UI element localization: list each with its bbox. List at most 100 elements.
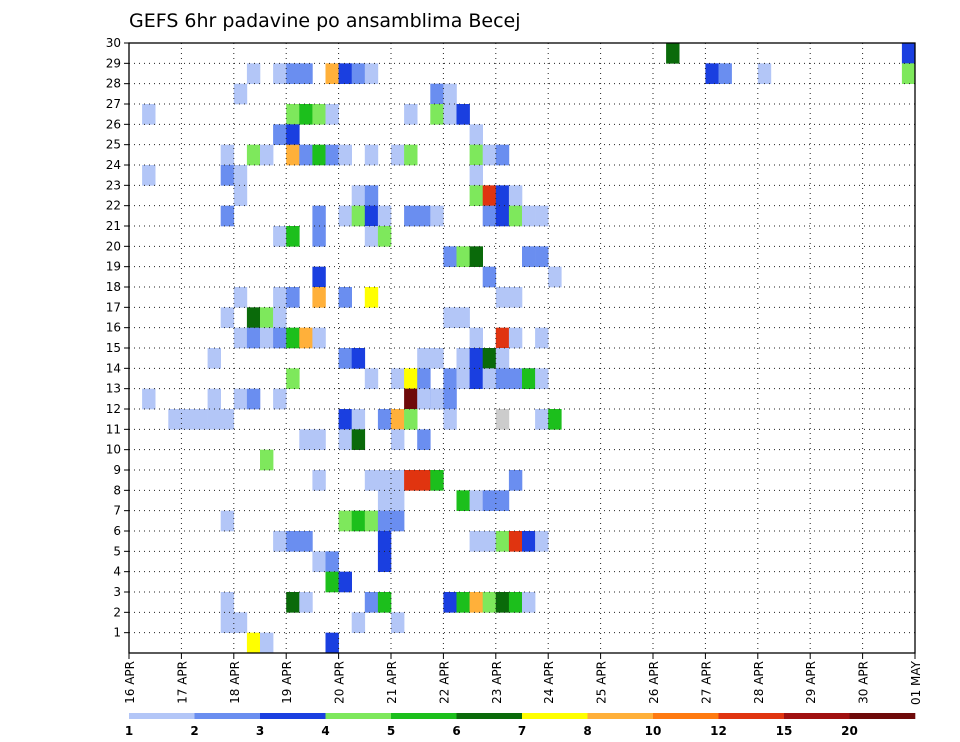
data-cell xyxy=(312,205,326,227)
data-cell xyxy=(246,63,261,84)
y-tick-label: 9 xyxy=(113,463,121,477)
legend-swatch xyxy=(456,713,523,719)
data-cell xyxy=(443,307,457,328)
data-cell xyxy=(535,246,549,267)
data-cell xyxy=(482,592,497,613)
data-cell xyxy=(338,63,352,84)
data-cell xyxy=(338,205,352,227)
data-cell xyxy=(233,327,248,349)
y-tick-label: 23 xyxy=(106,178,121,192)
data-cell xyxy=(273,287,287,308)
data-cell xyxy=(377,592,392,613)
data-cell xyxy=(456,246,470,267)
data-cell xyxy=(482,490,497,511)
legend-swatch xyxy=(784,713,850,719)
data-cell xyxy=(508,368,523,389)
data-cell xyxy=(404,368,418,389)
data-cell xyxy=(469,185,483,206)
y-tick-label: 29 xyxy=(106,56,121,70)
legend-label: 10 xyxy=(645,724,662,738)
data-cell xyxy=(220,510,235,532)
data-cell xyxy=(391,470,405,491)
data-cell xyxy=(522,592,536,613)
data-cell xyxy=(364,226,379,247)
data-cell xyxy=(417,348,431,369)
data-cell xyxy=(548,266,562,288)
x-tick-label: 19 APR xyxy=(280,661,294,704)
legend-label: 3 xyxy=(256,724,264,738)
data-cell xyxy=(325,632,339,654)
legend-label: 5 xyxy=(387,724,395,738)
data-cell xyxy=(286,144,300,166)
legend-label: 15 xyxy=(776,724,793,738)
data-cell xyxy=(443,104,457,125)
data-cell xyxy=(757,63,772,84)
data-cell xyxy=(325,104,339,125)
x-tick-label: 01 MAY xyxy=(909,660,923,705)
data-cell xyxy=(404,470,418,491)
data-cell xyxy=(246,327,261,349)
y-tick-label: 16 xyxy=(106,321,121,335)
data-cell xyxy=(220,307,235,328)
data-cell xyxy=(364,470,379,491)
data-cell xyxy=(430,388,444,410)
data-cell xyxy=(220,165,235,186)
data-cell xyxy=(456,104,470,125)
chart-title: GEFS 6hr padavine po ansamblima Becej xyxy=(129,10,521,32)
y-tick-label: 13 xyxy=(106,382,121,396)
data-cell xyxy=(325,551,339,572)
data-cell xyxy=(443,368,457,389)
x-axis: 16 APR 17 APR 18 APR 19 APR 20 APR 21 APR 22 A… xyxy=(123,653,923,705)
data-cell xyxy=(456,490,470,511)
data-cell xyxy=(286,226,300,247)
data-cell xyxy=(705,63,719,84)
data-cell xyxy=(338,287,352,308)
legend-label: 8 xyxy=(583,724,591,738)
x-tick-label: 29 APR xyxy=(804,661,818,704)
y-tick-label: 27 xyxy=(106,97,121,111)
data-cell xyxy=(233,287,248,308)
x-tick-label: 22 APR xyxy=(437,661,451,704)
legend-label: 2 xyxy=(190,724,198,738)
data-cell xyxy=(142,104,156,125)
data-cell xyxy=(312,429,326,450)
data-cell xyxy=(299,104,313,125)
data-cell xyxy=(430,205,444,227)
data-cell xyxy=(325,144,339,166)
legend-swatch xyxy=(325,713,392,719)
data-cell xyxy=(233,165,248,186)
data-cell xyxy=(469,165,483,186)
data-cell xyxy=(364,185,379,206)
data-cell xyxy=(207,409,221,430)
y-tick-label: 30 xyxy=(106,36,121,50)
data-cell xyxy=(443,388,457,410)
x-tick-label: 24 APR xyxy=(542,661,556,704)
data-cell xyxy=(299,327,313,349)
data-cell xyxy=(430,83,444,105)
data-cell xyxy=(194,409,208,430)
data-cell xyxy=(495,327,510,349)
data-cell xyxy=(273,327,287,349)
data-cell xyxy=(364,592,379,613)
data-cell xyxy=(456,368,470,389)
data-cell xyxy=(312,327,326,349)
data-cell xyxy=(312,551,326,572)
data-cell xyxy=(430,348,444,369)
data-cell xyxy=(351,409,366,430)
data-cell xyxy=(508,592,523,613)
data-cell xyxy=(273,226,287,247)
data-cell xyxy=(456,592,470,613)
data-cell xyxy=(246,307,261,328)
data-cell xyxy=(260,144,274,166)
x-tick-label: 28 APR xyxy=(752,661,766,704)
data-cell xyxy=(495,185,510,206)
y-axis: 1234567891011121314151617181920212223242… xyxy=(106,36,129,640)
legend-label: 20 xyxy=(841,724,858,738)
data-cell xyxy=(338,510,352,532)
y-tick-label: 17 xyxy=(106,300,121,314)
y-tick-label: 6 xyxy=(113,524,121,538)
data-cell xyxy=(522,368,536,389)
data-cell xyxy=(338,429,352,450)
data-cell xyxy=(404,205,418,227)
data-cell xyxy=(469,592,483,613)
